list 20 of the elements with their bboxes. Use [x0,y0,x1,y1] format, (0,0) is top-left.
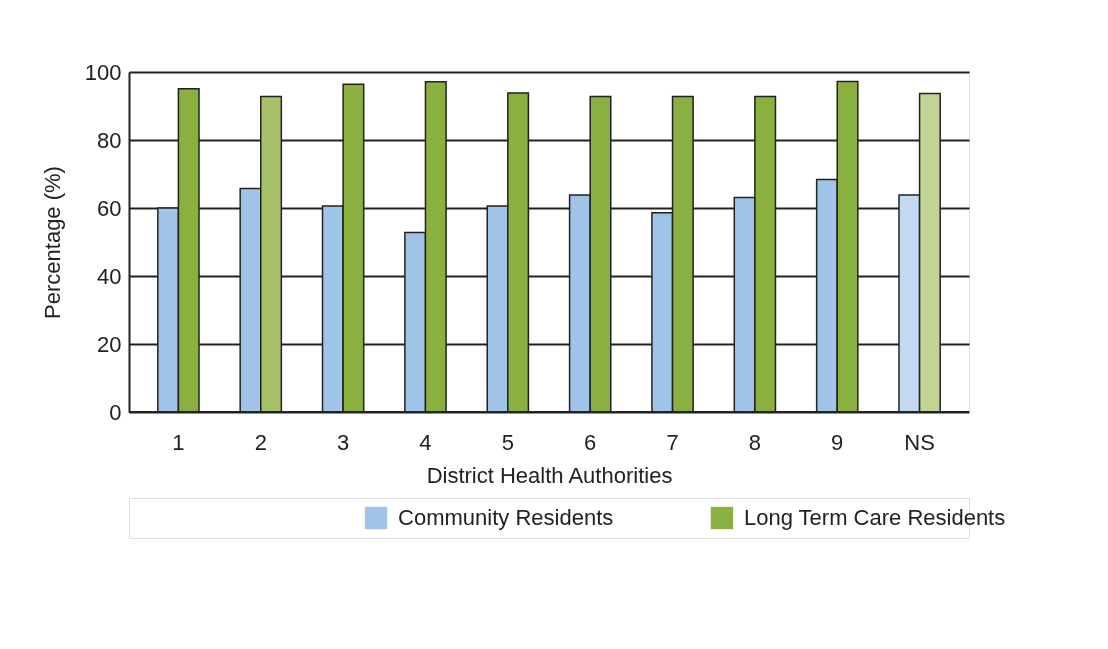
legend-label: Long Term Care Residents [743,505,1006,530]
x-tick-label: 9 [831,429,844,455]
y-tick-label: 60 [97,195,122,221]
x-axis-title: District Health Authorities [426,462,673,488]
x-tick-label: 1 [172,429,185,455]
y-tick-label: 0 [109,399,122,425]
x-tick-label: NS [904,429,935,455]
y-tick-label: 80 [97,127,122,153]
legend-label: Community Residents [398,505,614,530]
x-tick-label: 4 [419,429,432,455]
x-tick-label: 6 [584,429,597,455]
y-tick-label: 40 [97,263,122,289]
x-tick-label: 7 [666,429,679,455]
y-axis-title: Percentage (%) [39,166,65,319]
x-tick-label: 3 [336,429,350,455]
x-tick-label: 5 [501,429,514,455]
x-tick-label: 2 [254,429,267,455]
y-tick-label: 100 [84,59,122,85]
x-tick-label: 8 [748,429,762,455]
y-tick-label: 20 [97,331,122,357]
